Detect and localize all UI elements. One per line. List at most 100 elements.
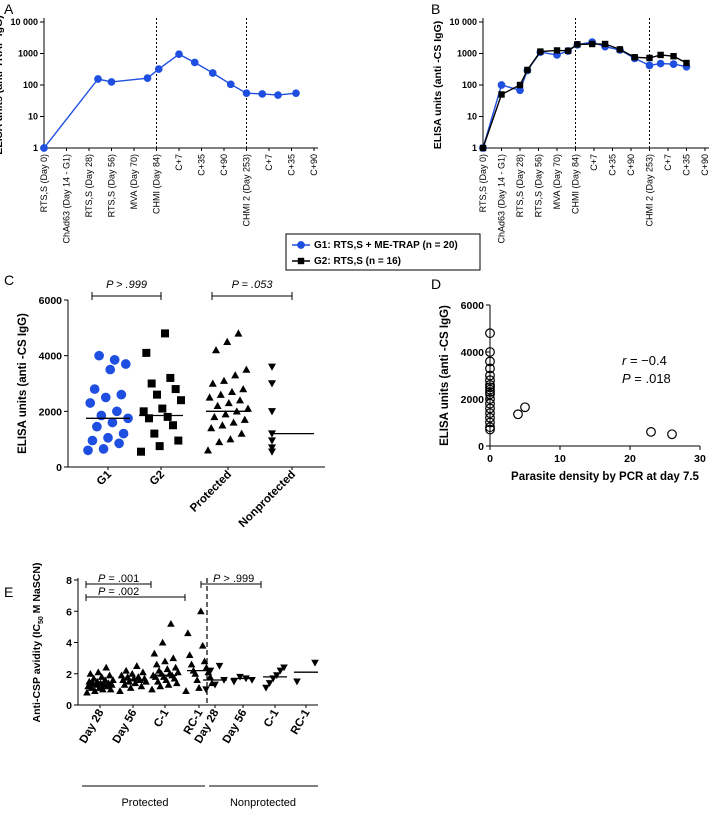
- panel-letter: C: [4, 272, 14, 288]
- x-tick-label: RTS,S (Day 56): [534, 154, 544, 217]
- data-point: [224, 398, 233, 407]
- x-tick-label: ChAd63 (Day 14 - G1): [497, 154, 507, 244]
- data-point: [184, 629, 192, 637]
- data-point: [107, 417, 118, 428]
- data-point: [207, 424, 216, 432]
- legend-marker-g1: [297, 241, 305, 249]
- data-point: [105, 364, 116, 375]
- data-point: [152, 660, 161, 668]
- data-point: [485, 394, 495, 404]
- y-tick-label: 0: [56, 462, 62, 474]
- data-point: [485, 403, 495, 414]
- y-axis-label: ELISA units (anti-TRAP IgG): [0, 15, 5, 154]
- data-point: [218, 421, 227, 429]
- data-point: [485, 424, 495, 435]
- data-point: [155, 666, 163, 674]
- data-point: [646, 427, 656, 437]
- data-point: [139, 668, 147, 676]
- x-tick-label: MVA (Day 70): [129, 154, 139, 209]
- data-point: [262, 684, 270, 692]
- data-point: [226, 80, 235, 89]
- y-tick-label: 10: [28, 112, 38, 122]
- data-point: [158, 638, 167, 646]
- correlation-annotation: r = −0.4: [622, 353, 667, 368]
- data-point: [236, 673, 244, 681]
- data-point: [213, 401, 222, 409]
- data-point: [205, 393, 214, 401]
- data-point: [139, 407, 148, 416]
- data-point: [83, 445, 93, 456]
- p-value: = .001: [105, 573, 139, 585]
- x-tick-label: RC-1: [289, 707, 313, 737]
- data-point: [588, 40, 596, 48]
- data-point: [206, 667, 215, 675]
- data-point: [204, 446, 212, 454]
- x-tick-label: Day 56: [111, 708, 140, 746]
- data-point: [485, 417, 495, 428]
- data-point: [161, 329, 169, 338]
- y-tick-label: 1000: [457, 49, 477, 59]
- data-point: [174, 668, 182, 676]
- x-tick-label: C+90: [219, 154, 229, 176]
- data-point: [276, 667, 285, 675]
- p-symbol: P: [213, 573, 221, 585]
- data-point: [485, 328, 495, 339]
- x-tick-label: ChAd63 (Day 14 - G1): [62, 154, 72, 244]
- data-point: [537, 48, 544, 55]
- data-point: [156, 682, 165, 690]
- panel-d: D 0 2000 4000 6000 0 10 20 30 Parasite density by…: [431, 276, 706, 483]
- p-value-label: P > .999: [106, 279, 147, 291]
- x-tick-label: CHMI 2 (Day 253): [242, 154, 252, 227]
- data-point: [216, 390, 225, 398]
- y-tick-label: 6000: [39, 295, 63, 307]
- data-point: [208, 69, 217, 77]
- data-point: [164, 680, 173, 688]
- x-tick-label: C+7: [589, 154, 599, 171]
- p-symbol: P: [98, 586, 106, 598]
- data-point: [120, 359, 131, 369]
- data-point: [133, 662, 141, 669]
- data-point: [657, 51, 664, 59]
- data-point: [94, 668, 103, 676]
- p-symbol: P: [622, 371, 631, 386]
- data-point: [616, 46, 624, 53]
- data-point: [574, 41, 581, 48]
- x-tick-label: 0: [487, 453, 493, 465]
- y-tick-label: 2: [66, 669, 72, 681]
- data-point: [242, 365, 251, 373]
- p-symbol: P: [98, 573, 106, 585]
- x-tick-label: C+35: [682, 154, 692, 176]
- data-point: [109, 676, 117, 684]
- data-point: [513, 409, 523, 420]
- data-point: [197, 607, 205, 615]
- data-point: [154, 65, 163, 73]
- data-point: [128, 669, 137, 677]
- x-tick-label: RTS,S (Day 28): [515, 154, 525, 217]
- y-tick-label: 8: [66, 575, 72, 587]
- data-point: [185, 651, 194, 659]
- data-point: [171, 385, 180, 394]
- x-tick-label: Protected: [188, 469, 234, 515]
- y-tick-label: 1: [472, 143, 477, 153]
- data-point: [268, 444, 276, 452]
- panel-b: B 1 10 100 1000 10 000 RTS,S (Day 0) ChAd63 (Da…: [431, 1, 710, 244]
- data-point: [244, 404, 252, 412]
- y-tick-label: 10 000: [10, 17, 38, 27]
- data-point: [125, 677, 133, 685]
- y-tick-label: 10: [467, 112, 477, 122]
- y-axis-label: Anti-CSP avidity (IC50 M NaSCN): [31, 563, 45, 723]
- data-point: [479, 144, 487, 152]
- x-tick-label: C+90: [700, 154, 710, 176]
- data-point: [293, 678, 301, 686]
- data-point: [147, 379, 156, 388]
- data-point: [187, 660, 196, 668]
- y-tick-label: 4000: [39, 351, 63, 363]
- data-point: [485, 389, 495, 400]
- series-line-g1: [482, 41, 687, 149]
- panel-letter: E: [4, 584, 13, 600]
- data-point: [131, 679, 140, 687]
- data-point: [231, 371, 240, 379]
- x-tick-label: C+7: [663, 154, 673, 171]
